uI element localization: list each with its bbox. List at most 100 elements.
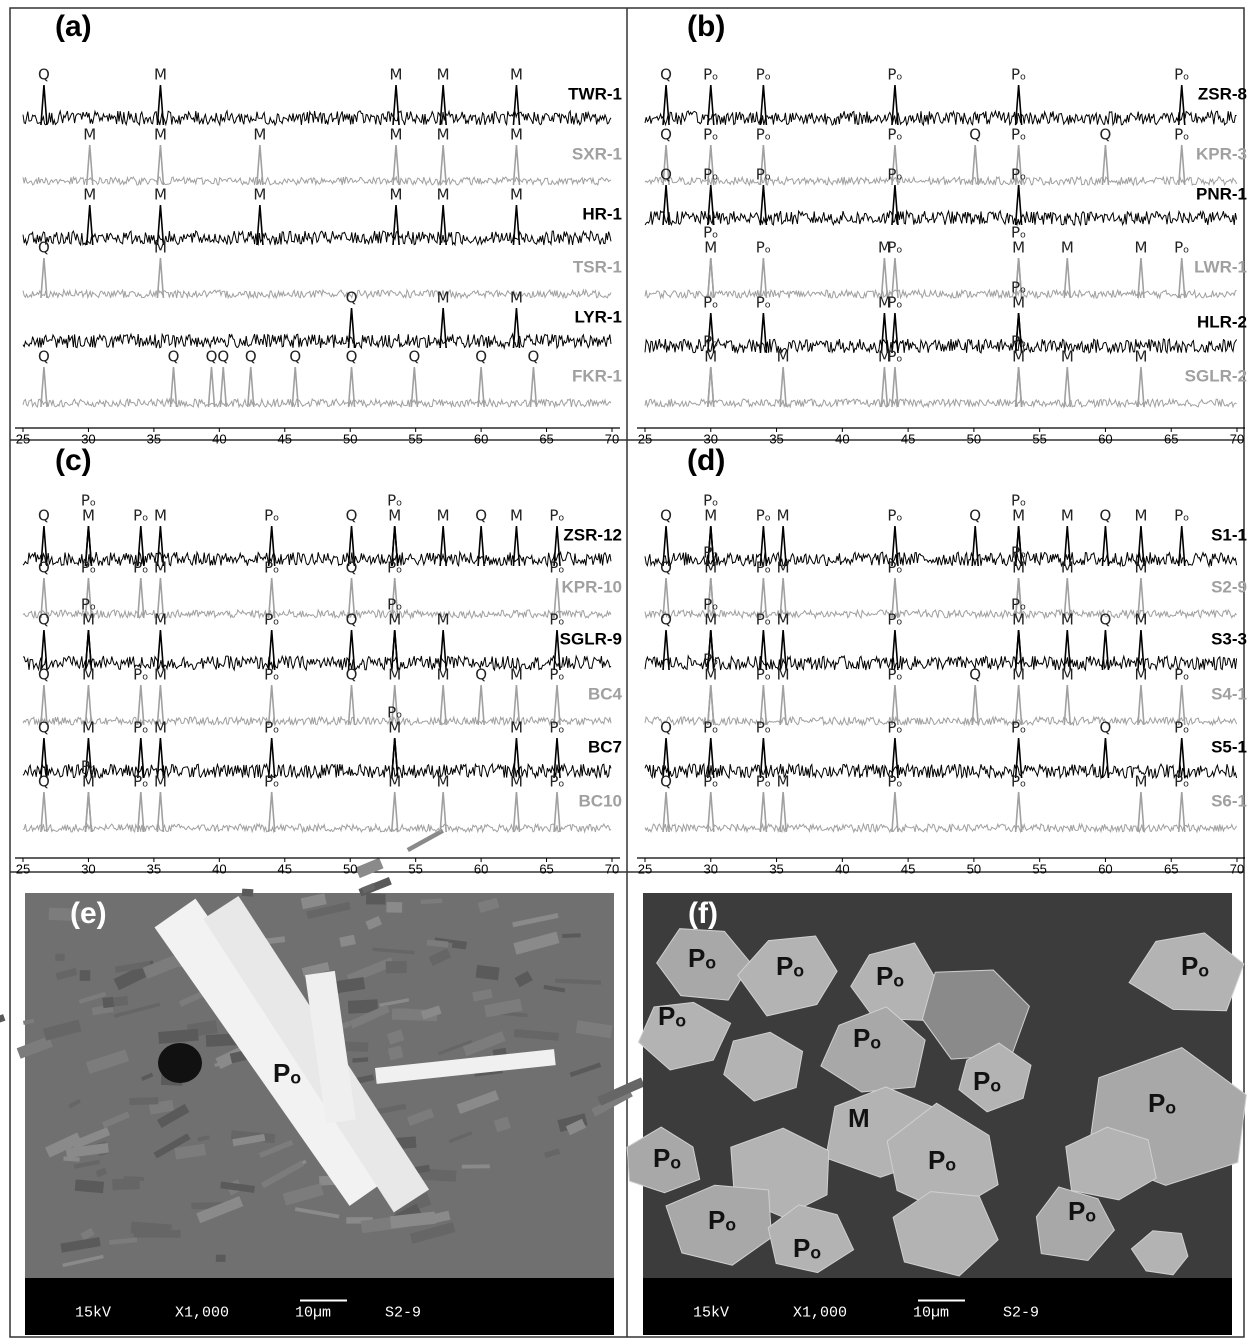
peak-label: Q	[346, 507, 358, 525]
peak-label: Pₒ	[887, 611, 902, 629]
peak-label: Pₒ	[703, 224, 718, 242]
peak-label: M	[154, 507, 167, 525]
series-name: BC7	[588, 737, 622, 756]
peak-label: Pₒ	[887, 239, 902, 257]
peak	[85, 204, 94, 246]
peak-label: Pₒ	[387, 492, 402, 510]
trace	[644, 550, 1238, 568]
peak-label: Q	[660, 773, 672, 791]
peak	[1177, 684, 1186, 726]
peak	[156, 84, 165, 126]
peak-label: Q	[38, 773, 50, 791]
series-name: KPR-3	[1196, 144, 1247, 163]
peak-label: M	[704, 239, 717, 257]
peak-label: M	[1012, 559, 1025, 577]
peak-label: M	[777, 611, 790, 629]
peak-label: Q	[660, 126, 672, 144]
trace	[22, 822, 612, 834]
grain	[65, 1143, 109, 1159]
trace	[644, 175, 1238, 187]
peak	[553, 791, 561, 833]
series-name: HR-1	[582, 204, 622, 223]
peak-label: Pₒ	[1011, 719, 1026, 737]
x-tick-label: 70	[605, 861, 619, 876]
info-text: 15kV	[693, 1304, 729, 1321]
peak-label: M	[388, 719, 401, 737]
peak	[291, 366, 300, 408]
grain	[372, 947, 415, 955]
x-tick-label: 55	[408, 861, 422, 876]
peak-label: M	[704, 611, 717, 629]
peak-label: Q	[475, 666, 487, 684]
phase-label: Pₒ	[1068, 1196, 1096, 1226]
grain	[392, 1192, 432, 1217]
peak	[971, 684, 980, 726]
peak	[156, 629, 165, 671]
peak-label: M	[1012, 239, 1025, 257]
peak	[706, 144, 715, 186]
series-name: S1-1	[1211, 525, 1247, 544]
peak	[392, 144, 400, 186]
peak	[1014, 791, 1023, 833]
peak-label: M	[704, 666, 717, 684]
peak	[779, 684, 787, 726]
peak-label: Pₒ	[81, 758, 96, 776]
peak	[759, 525, 768, 567]
peak-label: M	[777, 559, 790, 577]
peak-label: M	[510, 289, 523, 307]
peak	[512, 684, 521, 726]
peak-label: Pₒ	[133, 719, 148, 737]
peak	[1177, 84, 1186, 126]
grain	[79, 970, 91, 981]
peak-label: M	[437, 66, 450, 84]
peak	[137, 737, 145, 779]
x-tick-label: 40	[835, 861, 849, 876]
peak	[347, 366, 356, 408]
particle	[637, 1001, 732, 1071]
peak	[891, 737, 899, 779]
grain	[426, 939, 449, 948]
peak-label: Q	[528, 348, 540, 366]
peak-label: Pₒ	[756, 507, 771, 525]
series-name: SGLR-9	[560, 629, 622, 648]
peak	[662, 525, 670, 567]
sem-images: 15kV X1,000 10µm S2-9 (e) 15kV X1,000 10µm S2-9 (…	[0, 828, 1247, 1335]
peak-label: M	[510, 66, 523, 84]
grain	[112, 1177, 140, 1191]
peak-label: Pₒ	[1174, 126, 1189, 144]
trace	[22, 175, 612, 187]
peak-label: Pₒ	[703, 126, 718, 144]
peak	[706, 312, 715, 354]
peak	[410, 366, 419, 408]
grain	[475, 964, 500, 981]
info-bar	[643, 1278, 1232, 1335]
peak-label: M	[437, 186, 450, 204]
peak	[512, 307, 521, 349]
peak-label: Pₒ	[1011, 224, 1026, 242]
peak	[439, 84, 447, 126]
peak	[880, 312, 889, 354]
peak	[1014, 737, 1023, 779]
peak	[85, 144, 94, 186]
peak-label: M	[390, 126, 403, 144]
info-text: X1,000	[793, 1304, 847, 1321]
grain	[282, 1183, 324, 1206]
grain	[386, 901, 403, 913]
panel-title: (d)	[687, 444, 725, 477]
peak-label: Pₒ	[549, 559, 564, 577]
peak-label: Q	[38, 666, 50, 684]
peak-label: M	[154, 611, 167, 629]
peak	[1177, 144, 1186, 186]
peak	[219, 366, 228, 408]
phase-label: Pₒ	[708, 1205, 736, 1235]
peak-label: Pₒ	[1011, 544, 1026, 562]
peak	[40, 257, 48, 299]
peak	[156, 257, 165, 299]
peak-label: Q	[660, 507, 672, 525]
peak-label: Pₒ	[1011, 126, 1026, 144]
x-tick-label: 30	[81, 431, 95, 446]
peak-label: M	[82, 507, 95, 525]
peak	[706, 525, 715, 567]
peak	[1063, 257, 1072, 299]
info-bar	[25, 1278, 614, 1335]
